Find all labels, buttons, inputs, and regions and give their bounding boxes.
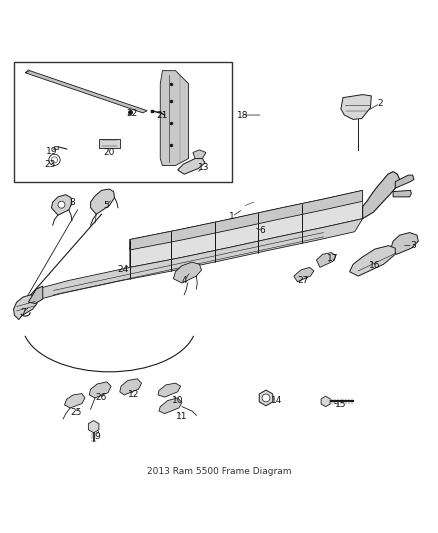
Polygon shape: [130, 190, 363, 250]
Polygon shape: [395, 175, 414, 188]
Polygon shape: [99, 139, 120, 148]
Text: 2: 2: [377, 99, 383, 108]
Text: 10: 10: [172, 396, 184, 405]
Bar: [53, 147, 58, 149]
Polygon shape: [91, 189, 115, 214]
Text: 9: 9: [94, 432, 100, 441]
Polygon shape: [88, 421, 99, 433]
Circle shape: [51, 157, 57, 163]
Polygon shape: [193, 150, 206, 158]
Bar: [14, 62, 232, 182]
Polygon shape: [321, 396, 330, 407]
Polygon shape: [159, 398, 182, 414]
Polygon shape: [25, 71, 147, 113]
Text: 11: 11: [176, 412, 188, 421]
Text: 17: 17: [327, 254, 339, 263]
Circle shape: [262, 394, 270, 402]
Polygon shape: [28, 286, 43, 303]
Text: 13: 13: [198, 163, 209, 172]
Text: 20: 20: [104, 148, 115, 157]
Text: 2013 Ram 5500 Frame Diagram: 2013 Ram 5500 Frame Diagram: [147, 467, 291, 477]
Text: 1: 1: [229, 212, 235, 221]
Text: 8: 8: [70, 198, 75, 207]
Text: 12: 12: [128, 390, 140, 399]
Text: 18: 18: [237, 110, 249, 119]
Polygon shape: [259, 390, 273, 406]
Polygon shape: [64, 393, 85, 408]
Polygon shape: [120, 379, 141, 395]
Polygon shape: [14, 295, 37, 320]
Text: 14: 14: [271, 396, 282, 405]
Text: 3: 3: [410, 241, 416, 250]
Text: 23: 23: [44, 160, 56, 169]
Text: 26: 26: [95, 393, 106, 401]
Text: 19: 19: [46, 147, 57, 156]
Circle shape: [49, 154, 60, 166]
Text: 7: 7: [20, 308, 26, 317]
Text: 21: 21: [157, 110, 168, 119]
Text: 22: 22: [126, 109, 138, 118]
Polygon shape: [158, 383, 181, 397]
Text: 15: 15: [335, 400, 346, 409]
Text: 16: 16: [369, 261, 381, 270]
Polygon shape: [173, 262, 201, 283]
Text: 27: 27: [297, 276, 308, 285]
Polygon shape: [28, 219, 363, 302]
Polygon shape: [341, 94, 371, 119]
Polygon shape: [317, 253, 336, 268]
Text: 6: 6: [260, 227, 265, 235]
Text: 5: 5: [103, 201, 109, 210]
Text: 24: 24: [118, 265, 129, 274]
Text: 25: 25: [71, 408, 82, 417]
Polygon shape: [89, 382, 111, 398]
Polygon shape: [130, 190, 363, 268]
Polygon shape: [391, 232, 418, 254]
Polygon shape: [178, 158, 205, 174]
Text: 4: 4: [181, 276, 187, 285]
Polygon shape: [363, 172, 399, 219]
Polygon shape: [294, 268, 314, 282]
Circle shape: [58, 201, 65, 208]
Polygon shape: [51, 195, 72, 215]
Polygon shape: [393, 190, 411, 197]
Polygon shape: [160, 71, 188, 166]
Polygon shape: [350, 246, 395, 276]
